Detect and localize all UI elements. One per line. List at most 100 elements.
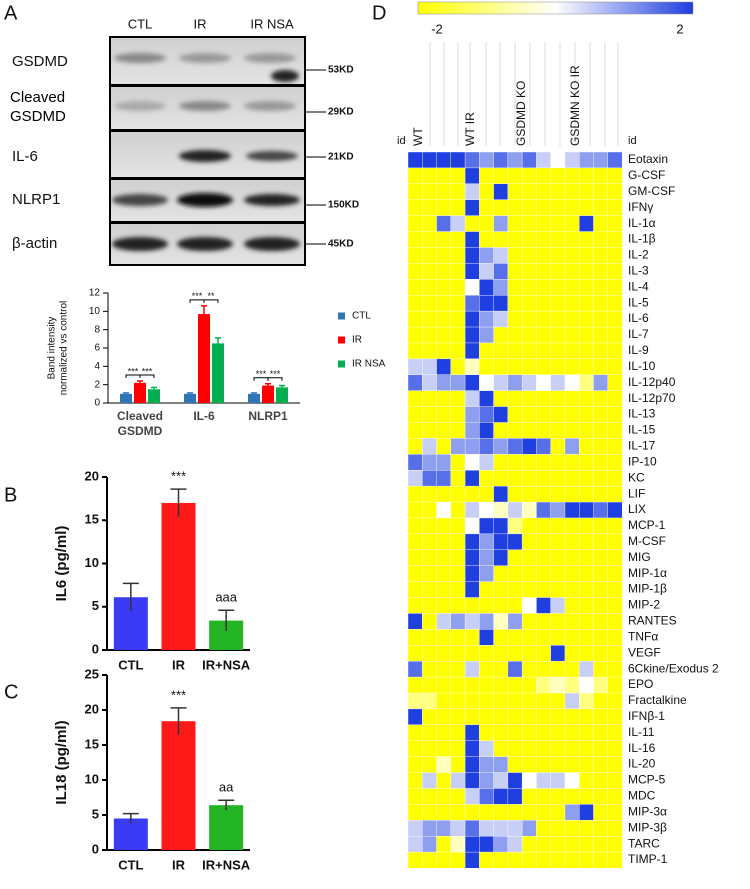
heatmap-cell [464,279,480,296]
value-annotation: aa [219,780,234,795]
heatmap-cell [607,422,623,439]
heatmap-cell [450,167,466,185]
heatmap-cell [550,263,566,280]
heatmap-cell [536,660,552,678]
heatmap-cell [436,788,452,805]
heatmap-cell [493,724,509,742]
row-label: GM-CSF [628,184,675,198]
x-tick-label: IR+NSA [202,657,251,672]
heatmap-cell [607,263,623,280]
heatmap-cell [607,708,623,726]
heatmap-cell [593,438,609,455]
x-tick-label-box: IL-6 [193,409,214,423]
legend-label: IR [352,335,362,346]
heatmap-cell [536,199,552,217]
heatmap-cell [593,740,609,758]
heatmap-cell [550,597,566,614]
legend-label: CTL [352,311,371,322]
heatmap-cell [536,151,552,169]
heatmap-cell [507,708,523,726]
heatmap-cell [479,549,495,567]
heatmap-cell [521,708,537,726]
heatmap-cell [607,183,623,201]
heatmap-cell [407,374,423,392]
heatmap-cell [521,406,537,423]
heatmap-cell [593,708,609,726]
heatmap-cell [593,231,609,248]
heatmap-cell [464,167,480,185]
heatmap-cell [607,692,623,710]
heatmap-cell [493,374,509,392]
heatmap-cell [407,692,423,710]
heatmap-cell [464,645,480,662]
heatmap-cell [607,485,623,503]
heatmap-cell [407,724,423,742]
heatmap-cell [464,740,480,758]
heatmap-cell [536,358,552,376]
column-group-label: WT IR [463,112,477,146]
y-tick-label: 15 [85,736,99,751]
heatmap-cell [536,215,552,232]
heatmap-cell [564,565,580,583]
heatmap-cell [564,279,580,296]
heatmap-cell [507,310,523,328]
heatmap-cell [507,151,523,169]
heatmap-cell [550,804,566,821]
heatmap-cell [450,772,466,789]
heatmap-cell [507,692,523,710]
heatmap-cell [536,565,552,583]
heatmap-cell [536,183,552,201]
heatmap-cell [521,660,537,678]
heatmap-cell [436,342,452,360]
heatmap-cell [579,645,594,662]
heatmap-cell [536,613,552,630]
value-annotation: *** [171,687,186,702]
heatmap-cell [564,454,580,471]
heatmap-cell [493,485,509,503]
heatmap-cell [550,358,566,376]
heatmap-cell [579,342,594,360]
heatmap-cell [464,549,480,567]
heatmap-cell [464,835,480,853]
heatmap-cell [536,724,552,742]
x-tick-label: IR [172,657,186,672]
heatmap-cell [479,342,495,360]
heatmap-cell [521,422,537,439]
heatmap-cell [593,295,609,312]
heatmap-cell [479,151,495,169]
heatmap-cell [593,804,609,821]
heatmap-cell [422,406,437,423]
heatmap-cell [479,215,495,232]
heatmap-cell [536,485,552,503]
heatmap-cell [422,740,437,758]
heatmap-cell [493,358,509,376]
heatmap-cell [579,835,594,853]
row-label: IP-10 [628,454,657,468]
heatmap-cell [450,692,466,710]
heatmap-cell [450,597,466,614]
heatmap-cell [579,820,594,837]
heatmap-cell [422,342,437,360]
heatmap-cell [493,565,509,583]
value-annotation: aaa [215,590,237,605]
heatmap-cell [507,183,523,201]
heatmap-cell [407,676,423,694]
heatmap-cell [464,629,480,646]
heatmap-cell [450,215,466,232]
heatmap-cell [507,660,523,678]
heatmap-cell [550,549,566,567]
heatmap-cell [479,740,495,758]
heatmap-cell [479,613,495,630]
heatmap-cell [422,676,437,694]
heatmap-cell [507,517,523,535]
heatmap-cell [607,167,623,185]
heatmap-cell [579,167,594,185]
row-label: MIP-3β [628,820,667,834]
heatmap-cell [436,565,452,583]
heatmap-cell [479,772,495,789]
heatmap-cell [436,533,452,551]
heatmap-cell [593,470,609,487]
heatmap-cell [536,263,552,280]
heatmap-cell [450,295,466,312]
heatmap-cell [521,772,537,789]
